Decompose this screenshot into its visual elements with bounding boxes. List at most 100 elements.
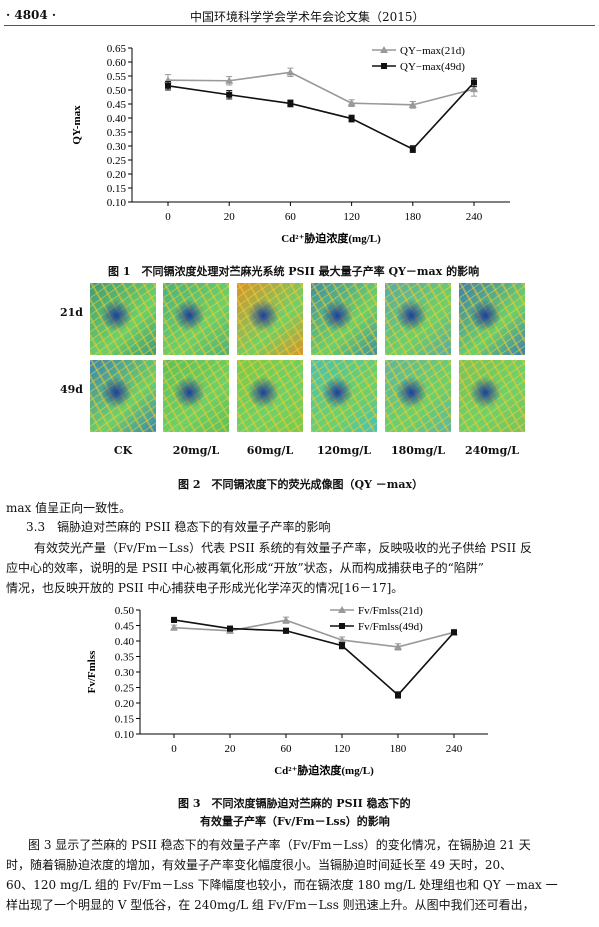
x-tick-label: 20	[225, 743, 237, 755]
fluorescence-image	[385, 283, 451, 355]
legend-label: QY−max(21d)	[400, 45, 465, 57]
series-line	[167, 71, 475, 106]
legend-label: Fv/Fmlss(49d)	[358, 621, 423, 633]
page-number: · 4804 ·	[6, 8, 57, 22]
x-tick-label: 120	[334, 743, 351, 755]
x-tick-label: 0	[165, 211, 171, 223]
fluorescence-image	[237, 283, 303, 355]
data-point	[338, 636, 346, 644]
y-tick-label: 0.15	[115, 714, 135, 726]
fluorescence-image	[311, 283, 377, 355]
y-tick-label: 0.40	[107, 113, 127, 125]
y-tick-label: 0.35	[107, 127, 127, 139]
y-tick-label: 0.25	[115, 683, 135, 695]
data-point	[227, 625, 233, 632]
paragraph-1-line: 应中心的效率，说明的是 PSII 中心被再氧化形成“开放”状态，从而构成捕获电子…	[6, 561, 484, 575]
y-tick-label: 0.15	[107, 183, 127, 195]
fluorescence-image	[237, 360, 303, 432]
paragraph-1: 有效荧光产量（Fv/Fm－Lss）代表 PSII 系统的有效量子产率，反映吸收的…	[6, 538, 594, 598]
y-tick-label: 0.10	[107, 197, 127, 209]
x-tick-label: 180	[405, 211, 422, 223]
fluorescence-image	[163, 283, 229, 355]
figure-3-caption-line-1: 图 3 不同浓度镉胁迫对苎麻的 PSII 稳态下的	[178, 797, 411, 810]
paragraph-2-line: 样出现了一个明显的 V 型低谷，在 240mg/L 组 Fv/Fm－Lss 则迅…	[6, 898, 535, 912]
row-label-21d: 21d	[60, 306, 83, 319]
paragraph-2-line: 时，随着镉胁迫浓度的增加，有效量子产率变化幅度很小。当镉胁迫时间延长至 49 天…	[6, 858, 513, 872]
fluorescence-image	[90, 360, 156, 432]
data-point	[394, 642, 402, 650]
data-point	[470, 85, 478, 93]
y-tick-label: 0.30	[107, 141, 127, 153]
column-label: 120mg/L	[316, 444, 372, 457]
x-tick-label: 120	[343, 211, 360, 223]
data-point	[225, 76, 234, 84]
row-label-49d: 49d	[60, 383, 83, 396]
data-point	[471, 79, 477, 86]
y-tick-label: 0.10	[115, 729, 135, 741]
series-line	[167, 81, 475, 151]
x-tick-label: 60	[281, 743, 293, 755]
y-tick-label: 0.20	[115, 698, 135, 710]
series-line	[173, 619, 455, 648]
data-point	[408, 100, 417, 108]
column-label: 60mg/L	[246, 444, 294, 457]
x-tick-label: 180	[390, 743, 407, 755]
column-label: 180mg/L	[390, 444, 446, 457]
fluorescence-image	[385, 360, 451, 432]
x-axis-label: Cd²⁺胁迫浓度(mg/L)	[274, 763, 374, 777]
data-point	[347, 99, 356, 107]
legend-marker	[339, 623, 345, 629]
legend-label: Fv/Fmlss(21d)	[358, 605, 423, 617]
fluorescence-image	[311, 360, 377, 432]
text-continuation: max 值呈正向一致性。	[6, 501, 132, 515]
data-point	[287, 100, 294, 107]
y-tick-label: 0.65	[107, 43, 127, 55]
data-point	[409, 146, 416, 153]
data-point	[170, 623, 178, 631]
legend-marker	[338, 606, 346, 613]
y-axis-label: Fv/Fmlss	[86, 650, 98, 693]
header-rule	[4, 25, 595, 26]
y-axis-label: QY-max	[71, 105, 83, 145]
page-header: · 4804 · 中国环境科学学会学术年会论文集（2015）	[0, 0, 599, 28]
paragraph-1-line: 情况，也反映开放的 PSII 中心捕获电子形成光化学淬灭的情况[16－17]。	[6, 581, 404, 595]
x-tick-label: 0	[171, 743, 177, 755]
y-tick-label: 0.45	[107, 99, 127, 111]
data-point	[226, 91, 233, 98]
column-label: CK	[113, 444, 133, 457]
x-tick-label: 60	[285, 211, 297, 223]
x-tick-label: 20	[224, 211, 236, 223]
legend-marker	[380, 46, 388, 53]
paragraph-2-line: 图 3 显示了苎麻的 PSII 稳态下的有效量子产率（Fv/Fm－Lss）的变化…	[28, 838, 531, 852]
fluorescence-image	[163, 360, 229, 432]
y-tick-label: 0.25	[107, 155, 127, 167]
data-point	[348, 115, 355, 122]
paragraph-2-line: 60、120 mg/L 组的 Fv/Fm－Lss 下降幅度也较小，而在镉浓度 1…	[6, 878, 558, 892]
y-tick-label: 0.50	[115, 605, 135, 617]
column-label: 20mg/L	[172, 444, 220, 457]
y-tick-label: 0.40	[115, 636, 135, 648]
y-tick-label: 0.55	[107, 71, 127, 83]
column-label: 240mg/L	[464, 444, 520, 457]
figure-1-caption: 图 1 不同镉浓度处理对苎麻光系统 PSII 最大量子产率 QY－max 的影响	[108, 265, 480, 278]
figure-1-chart: 0.10 0.15 0.20 0.25 0.30 0.35 0.40 0.45 0.50 0.55…	[71, 43, 510, 245]
y-tick-label: 0.60	[107, 57, 127, 69]
data-point	[171, 616, 177, 623]
legend-label: QY−max(49d)	[400, 61, 465, 73]
y-tick-label: 0.30	[115, 667, 135, 679]
paragraph-2: 图 3 显示了苎麻的 PSII 稳态下的有效量子产率（Fv/Fm－Lss）的变化…	[6, 835, 594, 915]
figure-2-caption: 图 2 不同镉浓度下的荧光成像图（QY －max）	[178, 478, 424, 491]
legend-marker	[381, 63, 387, 69]
data-point	[339, 642, 345, 649]
data-point	[283, 627, 289, 634]
data-point	[395, 691, 401, 698]
fluorescence-image	[90, 283, 156, 355]
section-heading: 3.3 镉胁迫对苎麻的 PSII 稳态下的有效量子产率的影响	[26, 520, 331, 534]
paragraph-1-line: 有效荧光产量（Fv/Fm－Lss）代表 PSII 系统的有效量子产率，反映吸收的…	[34, 541, 532, 555]
series-line	[173, 619, 455, 697]
figure-3-chart: 0.10 0.15 0.20 0.25 0.30 0.35 0.40 0.45 0.50 0 20 6…	[86, 605, 488, 777]
data-point	[165, 82, 171, 89]
fluorescence-image	[459, 283, 525, 355]
y-tick-label: 0.35	[115, 652, 135, 664]
x-axis-label: Cd²⁺胁迫浓度(mg/L)	[281, 231, 381, 245]
